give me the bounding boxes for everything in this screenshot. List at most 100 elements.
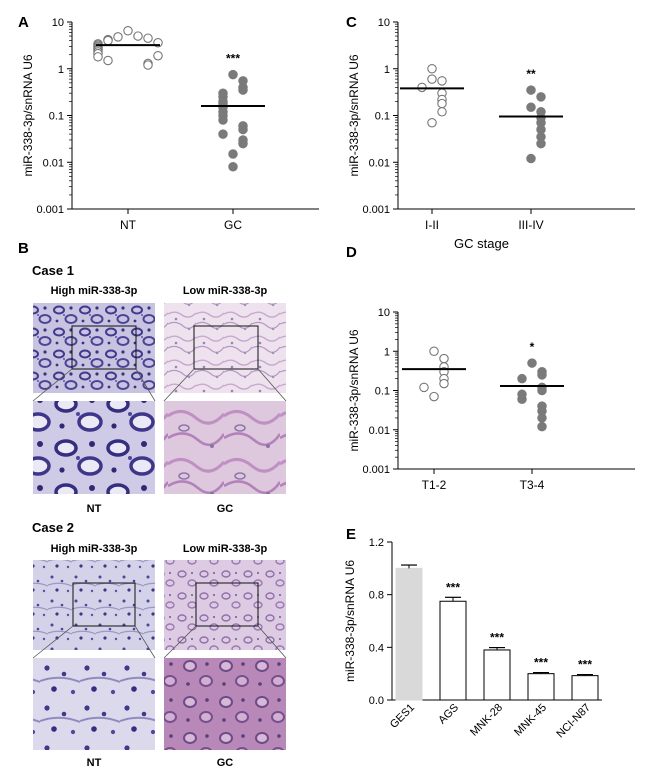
significance-label: *** xyxy=(534,656,548,670)
x-tick-label: I-II xyxy=(425,218,439,232)
y-tick-label: 0.001 xyxy=(362,464,390,476)
data-point xyxy=(123,25,133,36)
bar xyxy=(483,649,511,701)
data-point xyxy=(153,50,163,61)
case1-nt-label: NT xyxy=(87,503,102,515)
case2-nt-roi xyxy=(72,582,136,627)
data-point xyxy=(228,69,238,80)
case2-gc-zoom-image xyxy=(164,658,286,750)
scatter-chart-d: 0.001 0.01 0.1 1 10 miR-338-3p/snRNA U6 T1-2 T3… xyxy=(347,307,635,492)
panel-letter-a: A xyxy=(18,14,29,31)
zoom-line xyxy=(134,625,156,659)
y-tick-label: 0.1 xyxy=(375,386,390,398)
data-point xyxy=(429,391,439,402)
scatter-chart-c: 0.001 0.01 0.1 1 10 miR-338-3p/snRNA U6 I-II II… xyxy=(347,17,635,251)
x-tick-label: T3-4 xyxy=(520,478,545,492)
y-tick-label: 0.01 xyxy=(43,157,64,169)
data-point xyxy=(437,107,447,117)
data-point xyxy=(427,64,437,74)
y-tick-label: 0.8 xyxy=(369,590,384,602)
case1-nt-zoom-image xyxy=(33,401,155,494)
data-point xyxy=(537,421,547,432)
zoom-line xyxy=(32,368,73,402)
panel-letter-d: D xyxy=(346,244,357,261)
significance-label: *** xyxy=(578,658,592,672)
y-tick-label: 0.1 xyxy=(375,111,390,123)
x-tick-label: GC xyxy=(224,218,242,232)
panel-letter-c: C xyxy=(346,14,357,31)
significance-label: ** xyxy=(526,67,536,81)
y-axis-title: miR-338-3p/snRNA U6 xyxy=(347,329,361,451)
bar xyxy=(439,600,467,701)
x-tick-label: GES1 xyxy=(388,702,417,731)
zoom-line xyxy=(135,368,156,402)
x-tick-label: MNK-28 xyxy=(468,702,505,739)
data-point xyxy=(113,32,123,42)
case2-gc-label: GC xyxy=(217,757,234,769)
data-point xyxy=(238,85,248,95)
data-point xyxy=(537,385,547,396)
data-point xyxy=(228,149,238,159)
case1-low-label: Low miR-338-3p xyxy=(183,285,268,297)
x-tick-label: MNK-45 xyxy=(512,702,549,739)
x-tick-label: III-IV xyxy=(518,218,543,232)
case2-gc-roi xyxy=(195,582,259,627)
data-point xyxy=(238,124,248,135)
y-axis-title: miR-338-3p/snRNA U6 xyxy=(343,560,357,682)
data-point xyxy=(93,52,103,62)
y-tick-label: 1 xyxy=(384,346,390,358)
y-tick-label: 0.1 xyxy=(49,111,64,123)
case1-high-label: High miR-338-3p xyxy=(51,285,138,297)
data-point xyxy=(537,413,547,423)
data-point xyxy=(437,98,447,109)
data-point xyxy=(427,74,437,84)
case2-nt-image xyxy=(33,560,155,650)
x-tick-label: NCI-N87 xyxy=(554,702,593,741)
data-point xyxy=(517,394,527,404)
case2-low-label: Low miR-338-3p xyxy=(183,543,268,555)
case2-high-label: High miR-338-3p xyxy=(51,543,138,555)
data-point xyxy=(103,35,113,46)
bar-chart-e: 0.0 0.4 0.8 1.2 miR-338-3p/snRNA U6 GES1 *** AG… xyxy=(343,537,602,741)
x-tick-label: T1-2 xyxy=(422,478,447,492)
data-point xyxy=(526,102,536,113)
data-point xyxy=(537,370,547,380)
data-point xyxy=(133,31,143,41)
y-tick-label: 1 xyxy=(58,64,64,76)
y-axis-title: miR-338-3p/snRNA U6 xyxy=(21,54,35,176)
case1-gc-roi xyxy=(193,325,259,370)
data-point xyxy=(439,353,449,364)
case1-nt-image xyxy=(33,303,155,393)
data-point xyxy=(437,76,447,86)
significance-label: *** xyxy=(490,631,504,645)
case2-nt-zoom-image xyxy=(33,658,155,750)
case1-gc-label: GC xyxy=(217,503,234,515)
zoom-line xyxy=(32,625,74,659)
case1-gc-zoom-image xyxy=(164,401,286,494)
y-tick-label: 1.2 xyxy=(369,537,384,549)
y-tick-label: 0.001 xyxy=(362,204,390,216)
case1-nt-roi xyxy=(71,325,137,370)
x-axis-title: GC stage xyxy=(454,236,509,251)
y-axis-title: miR-338-3p/snRNA U6 xyxy=(347,54,361,176)
scatter-chart-a: 0.001 0.01 0.1 1 10 miR-338-3p/snRNA U6 NT GC **… xyxy=(21,17,319,232)
zoom-line xyxy=(163,625,197,659)
y-tick-label: 0.4 xyxy=(369,642,384,654)
x-tick-label: NT xyxy=(120,218,137,232)
data-point xyxy=(103,55,113,66)
case1-label: Case 1 xyxy=(32,263,74,278)
y-tick-label: 0.01 xyxy=(369,425,390,437)
data-point xyxy=(536,92,546,102)
data-point xyxy=(238,138,248,149)
significance-label: *** xyxy=(226,52,240,66)
data-point xyxy=(143,60,153,70)
y-tick-label: 0.0 xyxy=(369,695,384,707)
case2-label: Case 2 xyxy=(32,520,74,535)
data-point xyxy=(218,129,228,139)
data-point xyxy=(218,115,228,125)
bar xyxy=(527,673,555,701)
significance-label: *** xyxy=(446,580,460,594)
data-point xyxy=(419,382,429,393)
zoom-line xyxy=(257,625,287,659)
data-point xyxy=(228,162,238,172)
